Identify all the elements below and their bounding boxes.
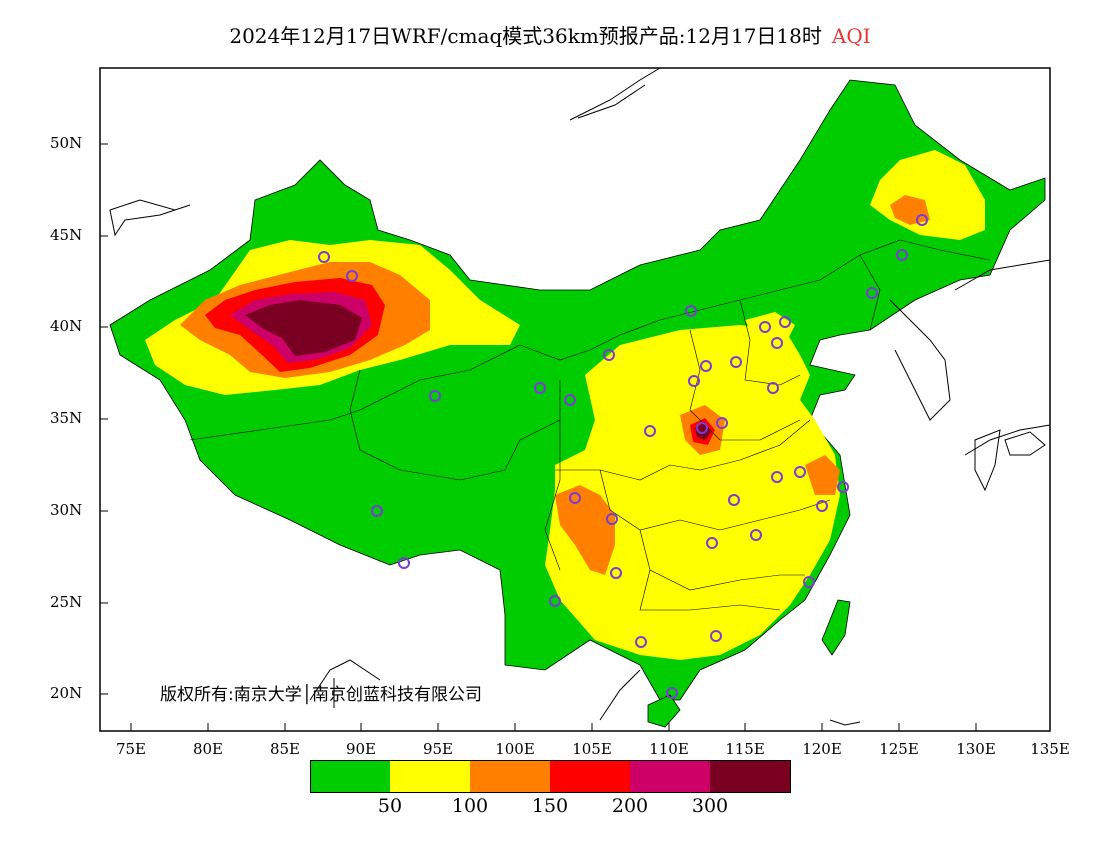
lon-label-85e: 85E <box>269 740 301 758</box>
site-marker <box>759 321 771 333</box>
site-marker <box>730 356 742 368</box>
legend-border <box>310 760 791 793</box>
site-marker <box>896 249 908 261</box>
legend-swatch-magenta <box>630 760 710 792</box>
site-marker <box>816 500 828 512</box>
longitude-ticks <box>130 723 1051 731</box>
aqi-zone-maroon-tarim <box>245 300 362 356</box>
lon-label-80e: 80E <box>192 740 224 758</box>
site-marker <box>346 270 358 282</box>
site-marker <box>606 513 618 525</box>
lon-label-130e: 130E <box>956 740 996 758</box>
site-marker <box>710 630 722 642</box>
lon-label-105e: 105E <box>572 740 612 758</box>
aqi-zone-orange-jiangsu <box>805 455 840 495</box>
legend-swatch-yellow <box>390 760 470 792</box>
site-marker <box>696 422 708 434</box>
lat-label-50n: 50N <box>50 134 83 152</box>
site-marker <box>569 492 581 504</box>
lat-label-25n: 25N <box>50 593 83 611</box>
lon-label-115e: 115E <box>725 740 765 758</box>
lat-label-35n: 35N <box>50 409 83 427</box>
aqi-zone-orange-heilongjiang <box>890 195 930 225</box>
site-marker <box>771 471 783 483</box>
site-marker <box>666 687 678 699</box>
lat-label-20n: 20N <box>50 684 83 702</box>
lon-label-90e: 90E <box>345 740 377 758</box>
site-marker <box>429 390 441 402</box>
legend-label-300: 300 <box>691 795 729 817</box>
lon-label-135e: 135E <box>1030 740 1070 758</box>
site-marker <box>700 360 712 372</box>
site-marker <box>728 494 740 506</box>
site-marker <box>779 316 791 328</box>
site-marker <box>688 375 700 387</box>
site-marker <box>549 595 561 607</box>
map-title: 2024年12月17日WRF/cmaq模式36km预报产品:12月17日18时 A… <box>0 20 1100 49</box>
site-marker <box>603 349 615 361</box>
monitoring-site-markers <box>318 214 928 699</box>
site-marker <box>318 251 330 263</box>
site-marker <box>534 382 546 394</box>
title-main: 2024年12月17日WRF/cmaq模式36km预报产品:12月17日18时 <box>229 24 822 48</box>
site-marker <box>635 636 647 648</box>
site-marker <box>644 425 656 437</box>
site-marker <box>803 576 815 588</box>
lon-label-75e: 75E <box>115 740 147 758</box>
legend-label-100: 100 <box>451 795 489 817</box>
lon-label-120e: 120E <box>802 740 842 758</box>
site-marker <box>794 466 806 478</box>
province-boundaries <box>189 239 991 611</box>
site-marker <box>866 287 878 299</box>
site-marker <box>398 557 410 569</box>
aqi-zone-orange-sichuan <box>555 485 615 575</box>
site-marker <box>610 567 622 579</box>
site-marker <box>771 337 783 349</box>
site-marker <box>916 214 928 226</box>
neighbor-coastlines <box>109 68 1050 726</box>
lon-label-95e: 95E <box>422 740 454 758</box>
latitude-ticks <box>100 143 108 695</box>
site-marker <box>837 481 849 493</box>
site-marker <box>716 417 728 429</box>
map-frame <box>99 67 1051 732</box>
lon-label-100e: 100E <box>495 740 535 758</box>
lon-label-110e: 110E <box>649 740 689 758</box>
site-marker <box>767 382 779 394</box>
legend-swatch-green <box>310 760 390 792</box>
legend-label-200: 200 <box>611 795 649 817</box>
lon-label-125e: 125E <box>879 740 919 758</box>
site-marker <box>685 305 697 317</box>
site-marker <box>750 529 762 541</box>
lat-label-45n: 45N <box>50 226 83 244</box>
title-variable: AQI <box>831 24 871 48</box>
legend-swatch-maroon <box>710 760 790 792</box>
legend-swatch-red <box>550 760 630 792</box>
site-marker <box>706 537 718 549</box>
legend-label-150: 150 <box>531 795 569 817</box>
site-marker <box>564 394 576 406</box>
site-marker <box>371 505 383 517</box>
hainan-island <box>647 694 681 728</box>
legend-label-50: 50 <box>377 795 403 817</box>
taiwan-island <box>821 599 851 656</box>
lat-label-40n: 40N <box>50 317 83 335</box>
legend-swatch-orange <box>470 760 550 792</box>
lat-label-30n: 30N <box>50 501 83 519</box>
copyright-text: 版权所有:南京大学│南京创蓝科技有限公司 <box>160 685 482 705</box>
